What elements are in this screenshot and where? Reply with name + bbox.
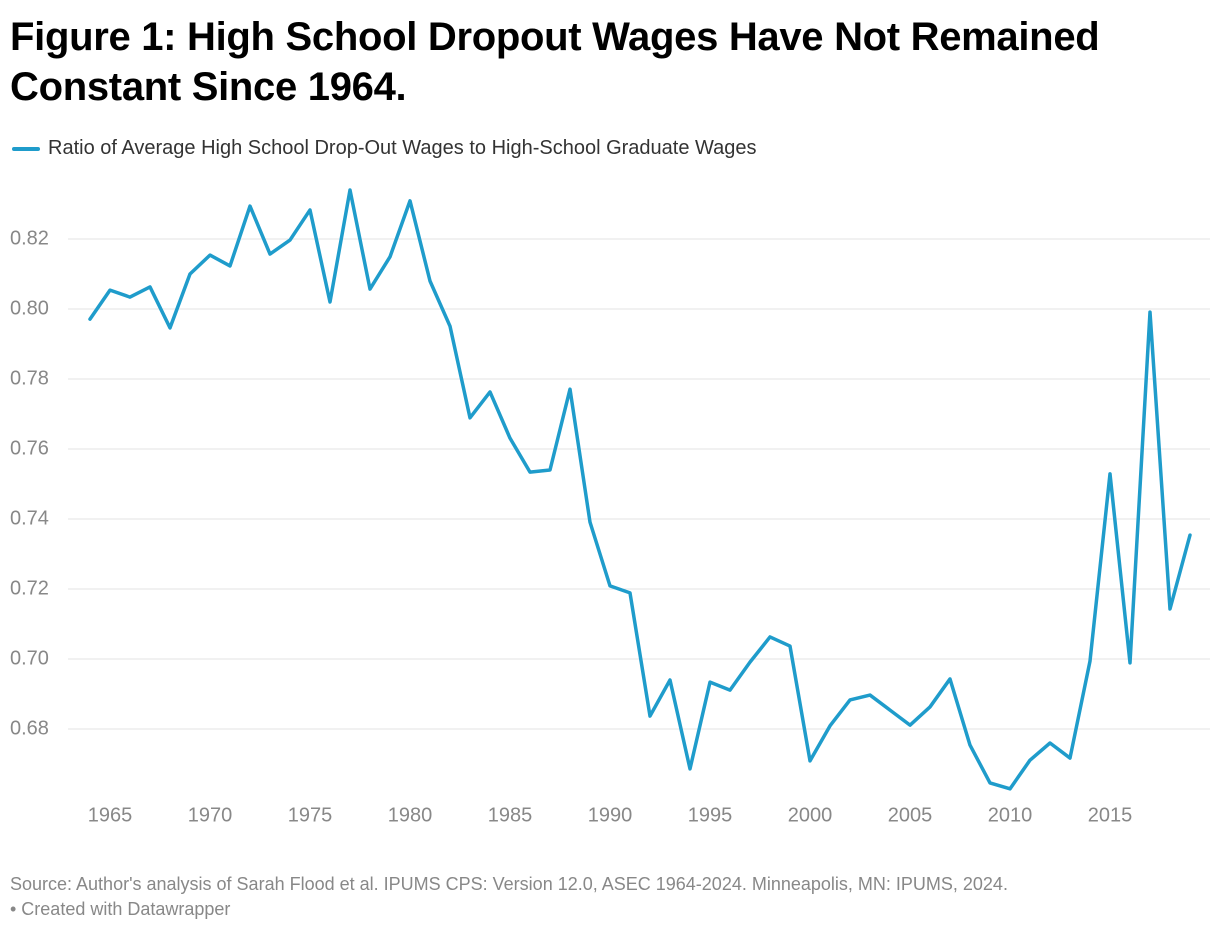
- y-tick-label: 0.68: [10, 717, 49, 739]
- legend-swatch: [12, 146, 40, 151]
- x-tick-label: 2000: [788, 804, 833, 826]
- x-tick-label: 1965: [88, 804, 133, 826]
- x-tick-label: 1985: [488, 804, 533, 826]
- x-tick-label: 2015: [1088, 804, 1133, 826]
- line: [88, 188, 1192, 791]
- x-tick-label: 1975: [288, 804, 333, 826]
- y-tick-label: 0.72: [10, 577, 49, 599]
- legend: Ratio of Average High School Drop-Out Wa…: [12, 137, 757, 160]
- chart-title: Figure 1: High School Dropout Wages Have…: [10, 15, 1100, 109]
- source: Source: Author's analysis of Sarah Flood…: [10, 874, 1008, 894]
- y-tick-label: 0.78: [10, 367, 49, 389]
- y-tick-label: 0.80: [10, 297, 49, 319]
- x-tick-label: 1970: [188, 804, 233, 826]
- x-tick-label: 1990: [588, 804, 633, 826]
- y-tick-label: 0.82: [10, 227, 49, 249]
- source-note: Source: Author's analysis of Sarah Flood…: [10, 872, 1215, 922]
- y-tick-label: 0.74: [10, 507, 49, 529]
- y-tick-label: 0.76: [10, 437, 49, 459]
- x-tick-label: 1995: [688, 804, 733, 826]
- credit: • Created with Datawrapper: [10, 899, 231, 919]
- x-tick-label: 2005: [888, 804, 933, 826]
- x-tick-label: 1980: [388, 804, 433, 826]
- x-tick-label: 2010: [988, 804, 1033, 826]
- y-tick-label: 0.70: [10, 647, 49, 669]
- legend-label: Ratio of Average High School Drop-Out Wa…: [48, 137, 757, 159]
